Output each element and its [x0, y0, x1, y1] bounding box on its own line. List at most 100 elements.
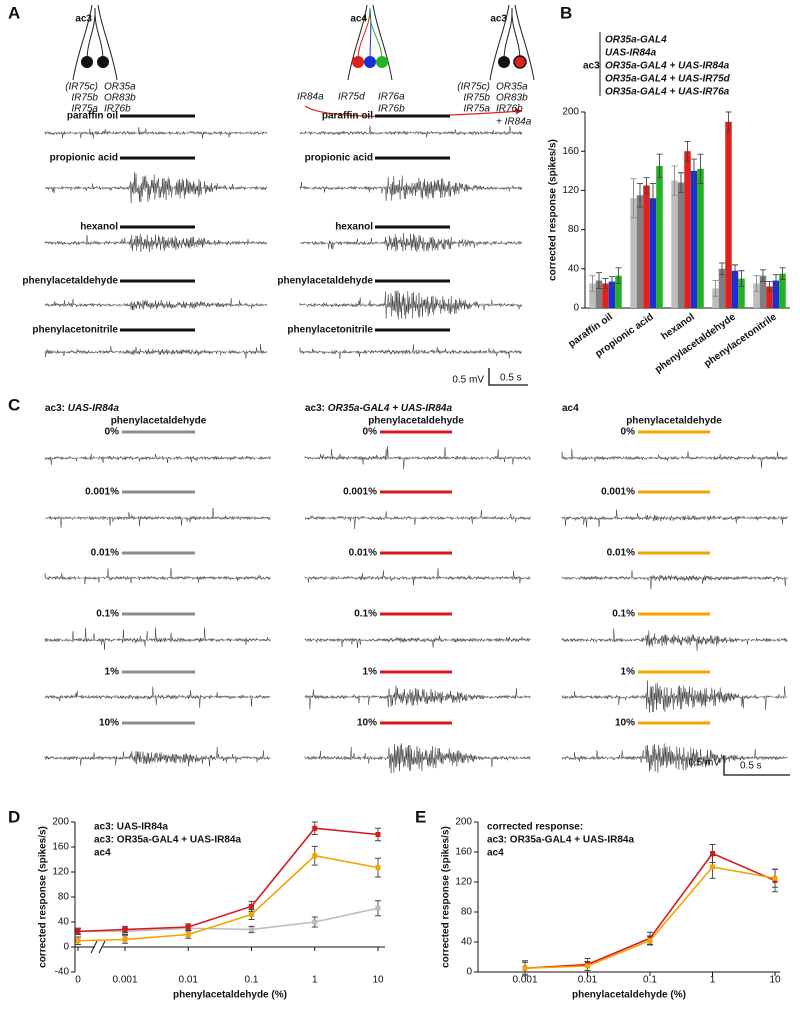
error-bar: [753, 275, 760, 292]
bar: [677, 182, 685, 308]
error-bar: [602, 278, 609, 289]
bar: [753, 283, 760, 308]
spike-trace: [299, 125, 523, 138]
concentration-label: 1%: [105, 667, 120, 678]
neuron: [352, 56, 364, 68]
odor-label: phenylacetonitrile: [287, 325, 373, 336]
y-tick-label: 160: [455, 847, 472, 858]
y-tick-label: 80: [461, 907, 473, 918]
data-point: [185, 924, 191, 930]
y-tick-label: 160: [562, 146, 579, 157]
bar: [779, 273, 786, 308]
spike-trace: [44, 686, 271, 708]
y-tick-label: 40: [568, 263, 580, 274]
odor-label: phenylacetaldehyde: [368, 416, 464, 427]
error-bar: [779, 267, 786, 281]
spike-trace: [304, 446, 531, 470]
data-point: [585, 963, 590, 969]
spike-trace: [561, 743, 788, 773]
spike-trace: [299, 290, 523, 320]
error-bar: [678, 172, 684, 193]
data-point: [312, 825, 318, 831]
error-bar: [637, 183, 643, 208]
error-bar: [684, 140, 691, 162]
x-tick-label: 0.001: [112, 975, 137, 986]
y-tick-label: 160: [52, 842, 69, 853]
spike-trace: [299, 175, 523, 201]
odor-label: phenylacetaldehyde: [111, 416, 207, 427]
legend-entry: ac3: UAS-IR84a: [94, 822, 168, 833]
concentration-label: 0.01%: [349, 548, 377, 559]
neuron: [97, 56, 109, 68]
concentration-label: 0.001%: [85, 487, 119, 498]
error-bar: [650, 183, 656, 214]
error-bar: [656, 153, 663, 179]
x-axis-label: phenylacetaldehyde (%): [173, 990, 287, 1001]
odor-label: phenylacetaldehyde: [277, 276, 373, 287]
legend-title: corrected response:: [487, 822, 583, 833]
legend-entry: OR35a-GAL4: [605, 35, 667, 46]
error-bar: [697, 153, 704, 184]
receptor-added: + IR84a: [496, 117, 532, 128]
neuron: [81, 56, 93, 68]
arrowhead: [515, 107, 522, 115]
neuron: [364, 56, 376, 68]
scale-bar: [723, 755, 790, 776]
odor-label: phenylacetaldehyde: [626, 416, 722, 427]
bar: [684, 151, 691, 308]
spike-trace: [304, 685, 531, 710]
bar: [630, 198, 637, 308]
series-line: [77, 854, 379, 942]
error-bar: [766, 281, 773, 292]
data-point: [185, 932, 191, 937]
spike-trace: [44, 298, 268, 311]
error-bar: [609, 276, 615, 287]
y-tick-label: 200: [455, 817, 472, 828]
error-bar: [615, 267, 622, 284]
data-point: [312, 919, 318, 925]
bar: [725, 121, 732, 308]
receptor-label: IR76b: [496, 104, 523, 115]
neuron: [513, 55, 527, 69]
bar: [738, 278, 745, 308]
legend-entry: ac4: [94, 848, 111, 859]
spike-trace: [304, 743, 531, 774]
odor-label: phenylacetonitrile: [32, 325, 118, 336]
receptor-label: IR75d: [338, 92, 365, 103]
x-axis-label: phenylacetaldehyde (%): [572, 990, 686, 1001]
data-point: [249, 927, 254, 932]
legend-entry: OR35a-GAL4 + UAS-IR84a: [605, 61, 730, 72]
spike-trace: [44, 746, 271, 767]
spike-trace: [299, 233, 523, 252]
scale-bar: [488, 368, 528, 386]
data-point: [122, 937, 128, 942]
error-bar: [732, 264, 738, 278]
receptor-label: (IR75c): [457, 82, 490, 93]
receptor-label: IR75a: [71, 104, 98, 115]
y-tick-label: 80: [568, 224, 580, 235]
error-bar: [630, 178, 637, 219]
receptor-label: IR75b: [71, 93, 98, 104]
column-title: ac3: UAS-IR84a: [45, 403, 119, 414]
spike-trace: [44, 508, 271, 528]
spike-trace: [561, 570, 788, 590]
bar: [656, 165, 663, 308]
data-point: [312, 853, 318, 859]
column-title: ac3: OR35a-GAL4 + UAS-IR84a: [305, 403, 452, 414]
y-tick-label: 200: [52, 817, 69, 828]
error-bar: [719, 262, 725, 276]
spike-trace: [44, 627, 271, 650]
y-tick-label: 0: [63, 942, 69, 953]
data-point: [710, 851, 715, 856]
receptor-label: IR76b: [104, 104, 131, 115]
concentration-label: 0.001%: [343, 487, 377, 498]
receptor-label: IR76a: [378, 92, 405, 103]
x-tick-label: 10: [372, 975, 384, 986]
error-bar: [589, 275, 596, 292]
receptor-label: (IR75c): [65, 82, 98, 93]
concentration-label: 0%: [621, 427, 636, 438]
spike-trace: [561, 680, 788, 713]
odor-label: phenylacetaldehyde: [22, 276, 118, 287]
layout: [72, 4, 790, 776]
data-point: [375, 865, 381, 871]
